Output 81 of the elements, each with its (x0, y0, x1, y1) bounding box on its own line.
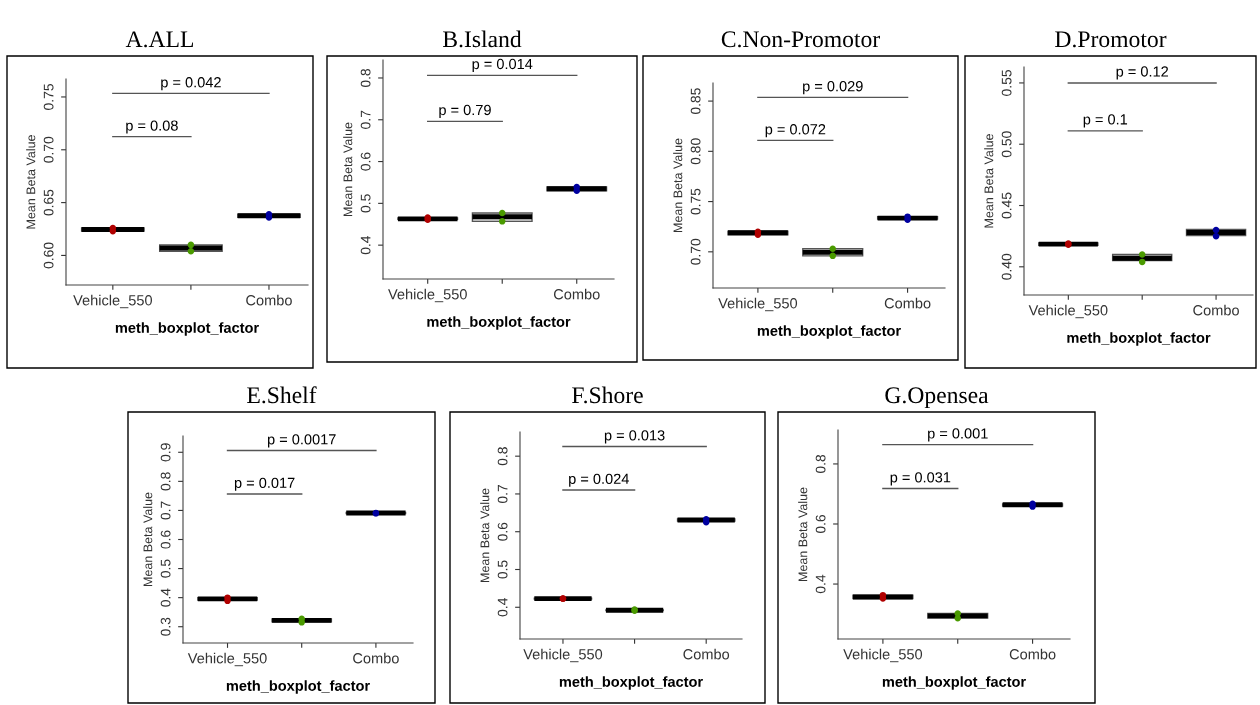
y-tick-label: 0.85 (690, 88, 701, 115)
y-tick-label: 0.50 (1001, 131, 1012, 158)
x-tick-label: Vehicle_550 (523, 648, 603, 663)
annotation: p = 0.017 (234, 477, 295, 491)
y-tick-label: 0.70 (690, 238, 701, 265)
y-tick-label: 0.8 (360, 68, 371, 88)
y-axis-title: Mean Beta Value (480, 488, 490, 582)
chart-title: C.Non-Promotor (721, 31, 880, 48)
y-axis-title: Mean Beta Value (343, 122, 353, 216)
y-tick-label: 0.6 (815, 514, 826, 534)
x-tick-label: Vehicle_550 (718, 297, 798, 312)
y-tick-label: 0.6 (360, 152, 371, 171)
x-tick-label: Vehicle_550 (187, 652, 267, 667)
y-tick-label: 0.70 (43, 136, 54, 163)
y-tick-label: 0.8 (497, 447, 508, 466)
y-tick-label: 0.5 (497, 560, 508, 579)
x-axis-title: meth_boxplot_factor (757, 325, 901, 339)
x-tick-label: Combo (353, 652, 399, 664)
x-axis-title: meth_boxplot_factor (559, 676, 703, 690)
annotation: p = 0.014 (472, 58, 533, 73)
annotation: p = 0.072 (765, 124, 826, 138)
annotation: p = 0.024 (569, 473, 629, 487)
x-tick-label: Vehicle_550 (73, 294, 153, 309)
y-tick-label: 0.5 (160, 559, 171, 578)
y-tick-label: 0.7 (497, 484, 508, 504)
chart-title: E.Shelf (247, 386, 317, 404)
y-axis-title: Mean Beta Value (984, 134, 994, 228)
y-tick-label: 0.60 (43, 242, 54, 269)
annotation: p = 0.013 (604, 430, 665, 444)
chart-title: A.ALL (125, 31, 194, 48)
annotation: p = 0.0017 (267, 434, 336, 448)
y-tick-label: 0.6 (160, 530, 171, 549)
x-tick-label: Combo (683, 648, 730, 660)
x-tick-label: Combo (1009, 648, 1056, 660)
y-axis-title: Mean Beta Value (26, 135, 36, 229)
annotation: p = 0.08 (126, 120, 178, 134)
y-tick-label: 0.75 (690, 188, 701, 215)
y-tick-label: 0.75 (43, 84, 54, 110)
y-tick-label: 0.6 (497, 522, 508, 541)
y-tick-label: 0.4 (815, 574, 826, 594)
y-axis-title: Mean Beta Value (143, 492, 153, 586)
y-tick-label: 0.55 (1001, 70, 1012, 96)
y-tick-label: 0.7 (160, 501, 171, 520)
y-tick-label: 0.4 (360, 235, 371, 255)
chart-title: G.Opensea (885, 387, 989, 408)
y-tick-label: 0.4 (160, 588, 171, 607)
annotation: p = 0.12 (1116, 66, 1169, 80)
annotation: p = 0.79 (439, 104, 491, 119)
y-tick-label: 0.8 (815, 454, 826, 474)
y-axis-title: Mean Beta Value (673, 138, 683, 232)
y-tick-label: 0.8 (160, 472, 171, 491)
x-axis-title: meth_boxplot_factor (115, 322, 259, 336)
y-tick-label: 0.9 (160, 443, 171, 462)
x-tick-label: Vehicle_550 (388, 288, 467, 303)
annotation: p = 0.042 (161, 77, 221, 91)
y-tick-label: 0.7 (360, 110, 371, 129)
x-axis-title: meth_boxplot_factor (1067, 332, 1211, 346)
x-tick-label: Vehicle_550 (1028, 304, 1108, 319)
x-axis-title: meth_boxplot_factor (427, 316, 571, 330)
x-axis-title: meth_boxplot_factor (226, 680, 370, 694)
y-axis-title: Mean Beta Value (798, 487, 808, 581)
y-tick-label: 0.4 (497, 598, 508, 617)
x-tick-label: Vehicle_550 (843, 648, 923, 663)
x-tick-label: Combo (1193, 304, 1239, 316)
y-tick-label: 0.65 (43, 189, 54, 216)
x-tick-label: Combo (553, 288, 600, 300)
y-tick-label: 0.3 (160, 617, 171, 636)
y-tick-label: 0.80 (690, 138, 701, 165)
chart-title: D.Promotor (1055, 31, 1167, 48)
annotation: p = 0.029 (803, 81, 863, 95)
chart-title: F.Shore (572, 386, 643, 404)
x-axis-title: meth_boxplot_factor (882, 676, 1026, 690)
y-tick-label: 0.45 (1001, 192, 1012, 219)
x-tick-label: Combo (884, 297, 931, 309)
chart-title: B.Island (443, 30, 522, 48)
y-tick-label: 0.40 (1001, 253, 1012, 280)
annotation: p = 0.031 (890, 472, 951, 486)
annotation: p = 0.1 (1083, 114, 1128, 128)
x-tick-label: Combo (246, 294, 292, 306)
annotation: p = 0.001 (928, 428, 988, 442)
y-tick-label: 0.5 (360, 194, 371, 213)
